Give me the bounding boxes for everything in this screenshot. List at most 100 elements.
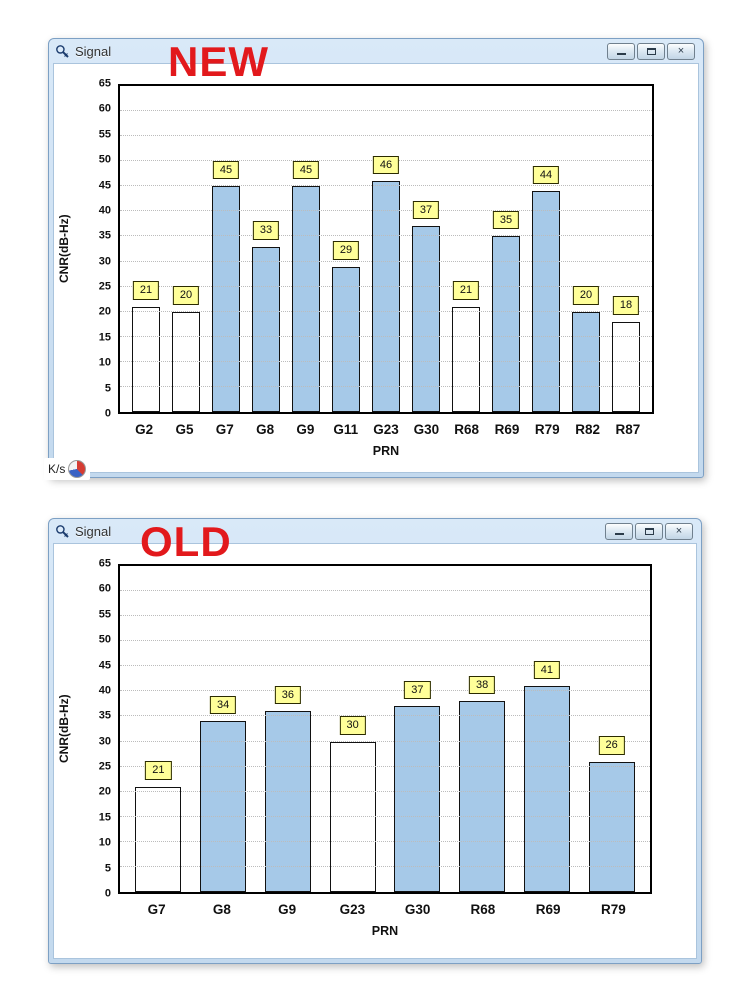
x-tick-label-R69: R69 xyxy=(535,902,561,917)
x-tick-label-R68: R68 xyxy=(470,902,496,917)
bar-slot: 45 xyxy=(286,86,326,412)
y-tick-label: 50 xyxy=(98,633,111,646)
x-tick-label-G8: G8 xyxy=(212,902,231,917)
close-button[interactable]: × xyxy=(665,522,693,540)
gridline xyxy=(120,310,652,312)
x-tick-label-G8: G8 xyxy=(256,422,275,437)
value-label-G7: 45 xyxy=(212,161,240,180)
bar-slot: 21 xyxy=(126,86,166,412)
y-tick-label: 20 xyxy=(98,785,111,798)
value-label-R69: 35 xyxy=(492,211,520,230)
value-label-G30: 37 xyxy=(404,681,431,700)
value-label-G5: 20 xyxy=(172,286,200,305)
value-label-R68: 38 xyxy=(469,676,496,695)
bar-slot: 44 xyxy=(526,86,566,412)
value-label-G7: 21 xyxy=(145,761,172,780)
gridline xyxy=(120,135,652,137)
minimize-button[interactable] xyxy=(605,522,633,540)
y-axis-title: CNR(dB-Hz) xyxy=(57,214,71,284)
bar-slot: 37 xyxy=(406,86,446,412)
y-tick-label: 5 xyxy=(104,382,111,395)
y-tick-label: 55 xyxy=(98,608,111,621)
y-axis-title: CNR(dB-Hz) xyxy=(57,694,71,764)
gridline xyxy=(120,640,650,642)
y-tick-label: 20 xyxy=(98,305,111,318)
value-label-G8: 33 xyxy=(252,221,280,240)
bar-slot: 37 xyxy=(385,566,450,892)
old-label-overlay: OLD xyxy=(140,518,232,565)
bar-G11 xyxy=(332,266,360,412)
y-tick-label: 30 xyxy=(98,735,111,748)
bar-G30 xyxy=(394,706,441,892)
bar-G8 xyxy=(200,721,247,892)
gridline xyxy=(120,690,650,692)
value-label-R82: 20 xyxy=(572,286,600,305)
gridline xyxy=(120,715,650,717)
window-title: Signal xyxy=(75,43,112,59)
y-tick-label: 10 xyxy=(98,836,111,849)
bars: 21 20 45 33 45 29 46 37 21 35 44 20 18 xyxy=(120,86,652,412)
bar-R68 xyxy=(459,701,506,892)
bar-G7 xyxy=(212,186,240,412)
y-tick-label: 5 xyxy=(104,862,111,875)
y-tick-label: 55 xyxy=(98,128,111,141)
x-tick-label-G7: G7 xyxy=(147,902,166,917)
x-tick-label-R79: R79 xyxy=(534,422,560,437)
value-label-G8: 34 xyxy=(210,696,237,715)
bar-G9 xyxy=(264,711,311,892)
maximize-button[interactable] xyxy=(635,522,663,540)
bar-slot: 38 xyxy=(450,566,515,892)
gridline xyxy=(120,615,650,617)
gridline xyxy=(120,185,652,187)
signal-app-icon xyxy=(56,524,69,538)
gridline xyxy=(120,110,652,112)
maximize-icon xyxy=(644,527,654,535)
x-tick-label-G30: G30 xyxy=(413,422,440,437)
gridline xyxy=(120,740,650,742)
signal-window-old: Signal × CNR(dB-Hz) 21 34 36 30 37 38 41 26 0 5 1… xyxy=(48,518,702,964)
maximize-icon xyxy=(646,47,656,55)
value-label-R79: 44 xyxy=(532,166,560,185)
close-icon: × xyxy=(675,524,683,537)
bar-slot: 26 xyxy=(579,566,644,892)
window-content: CNR(dB-Hz) 21 34 36 30 37 38 41 26 0 5 10 15 20 25 30… xyxy=(53,543,697,959)
cnr-chart-new: CNR(dB-Hz) 21 20 45 33 45 29 46 37 21 35 44 20 18 0 5… xyxy=(54,64,698,472)
bar-slot: 35 xyxy=(486,86,526,412)
signal-window-new: Signal × CNR(dB-Hz) 21 20 45 33 45 29 46 37 21 35… xyxy=(48,38,704,478)
gridline xyxy=(120,815,650,817)
gridline xyxy=(120,235,652,237)
x-tick-label-R79: R79 xyxy=(600,902,626,917)
y-tick-label: 0 xyxy=(104,407,111,420)
bar-G23 xyxy=(372,181,400,412)
y-tick-label: 15 xyxy=(98,811,111,824)
close-button[interactable]: × xyxy=(667,42,695,60)
titlebar[interactable]: Signal × xyxy=(49,519,701,543)
gridline xyxy=(120,765,650,767)
bar-R79 xyxy=(588,761,635,892)
plot-area: 21 34 36 30 37 38 41 26 xyxy=(118,564,652,894)
minimize-icon xyxy=(614,533,624,535)
bar-slot: 45 xyxy=(206,86,246,412)
y-tick-label: 45 xyxy=(98,179,111,192)
bar-slot: 34 xyxy=(191,566,256,892)
x-tick-label-G5: G5 xyxy=(175,422,194,437)
maximize-button[interactable] xyxy=(637,42,665,60)
value-label-G11: 29 xyxy=(332,241,360,260)
y-tick-label: 65 xyxy=(98,77,111,90)
y-tick-label: 35 xyxy=(98,709,111,722)
speed-indicator: K/s xyxy=(44,458,91,480)
bar-R69 xyxy=(523,686,570,892)
x-tick-label-R87: R87 xyxy=(615,422,641,437)
x-labels: G7 G8 G9 G23 G30 R68 R69 R79 xyxy=(118,902,652,917)
gridline xyxy=(120,665,650,667)
window-title: Signal xyxy=(75,523,112,539)
titlebar[interactable]: Signal × xyxy=(49,39,703,63)
y-tick-label: 0 xyxy=(104,887,111,900)
gridline xyxy=(120,385,652,387)
x-tick-label-G11: G11 xyxy=(333,422,359,437)
y-tick-label: 25 xyxy=(98,760,111,773)
y-tick-label: 25 xyxy=(98,280,111,293)
minimize-button[interactable] xyxy=(607,42,635,60)
value-label-R79: 26 xyxy=(598,736,625,755)
plot-outer: 21 20 45 33 45 29 46 37 21 35 44 20 18 0 5 10 15 20 25 30 3… xyxy=(99,78,654,419)
